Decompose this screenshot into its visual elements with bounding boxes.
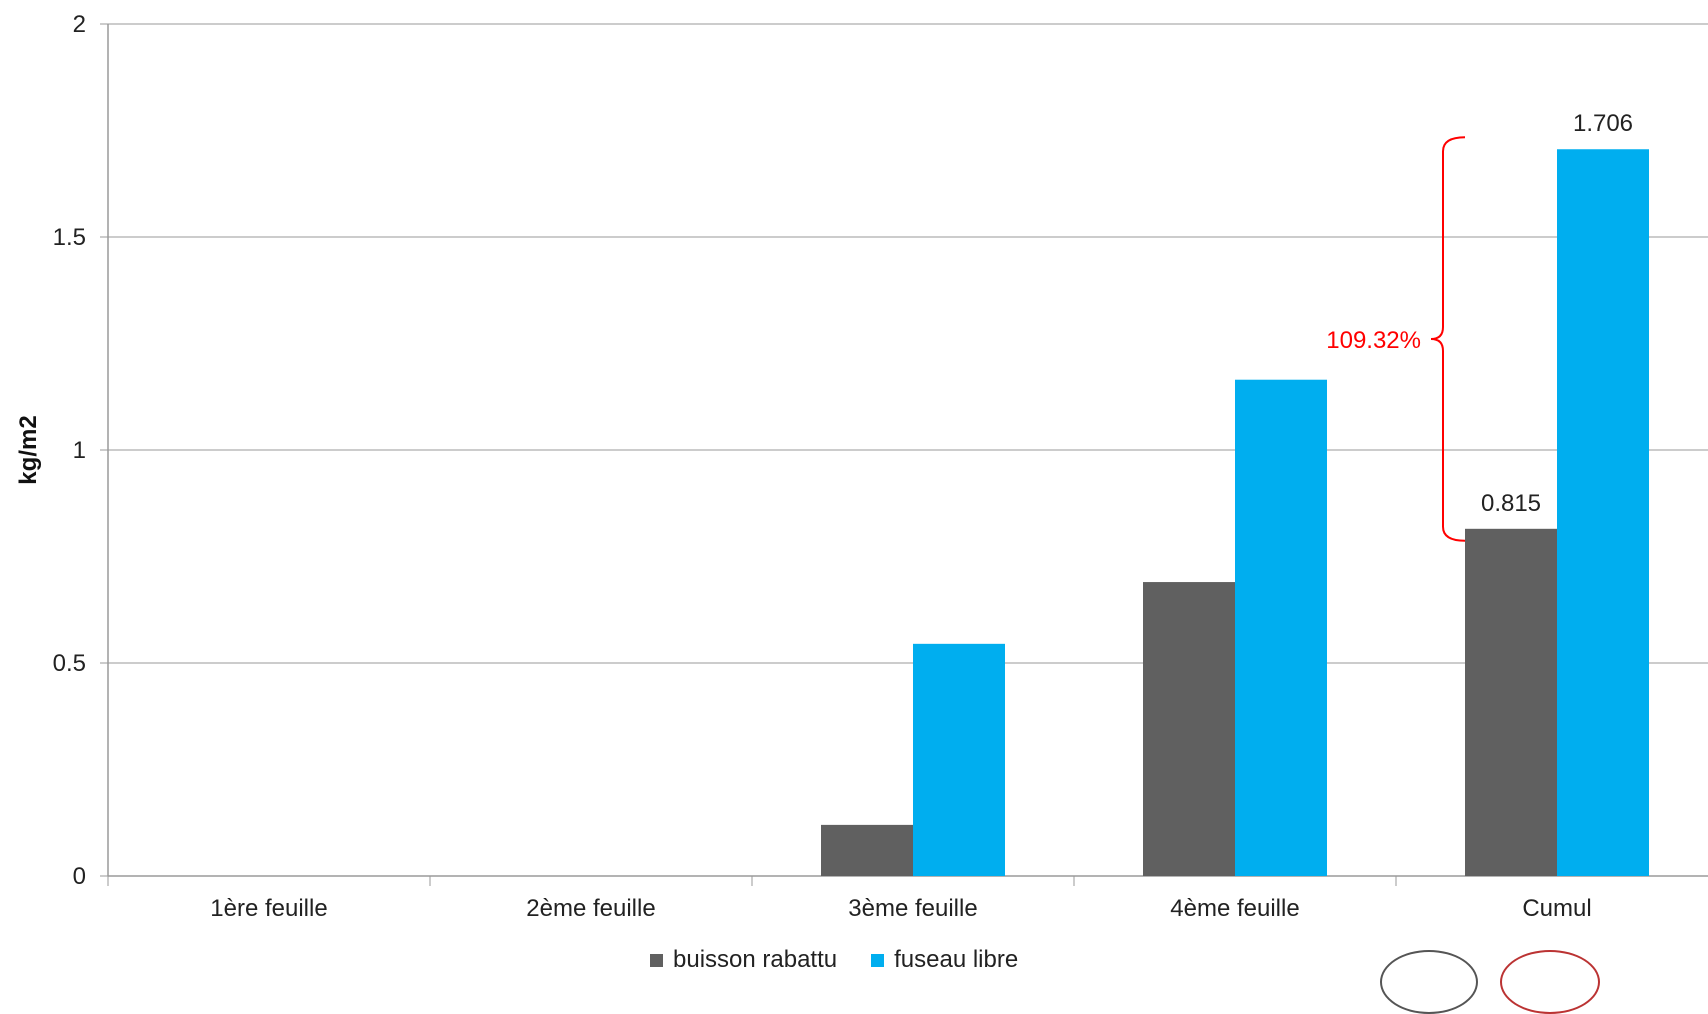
bar-fuseau <box>1557 149 1649 876</box>
legend-item-fuseau: fuseau libre <box>871 946 1018 974</box>
legend-label-buisson: buisson rabattu <box>673 946 838 973</box>
y-tick-label: 1.5 <box>53 224 86 251</box>
y-tick-label: 2 <box>73 11 86 38</box>
bar-fuseau <box>1235 379 1327 876</box>
bar-buisson <box>1143 582 1235 876</box>
data-label: 0.815 <box>1481 490 1541 517</box>
annotation-brace <box>1430 136 1466 542</box>
institution-logo-right <box>1500 950 1600 1014</box>
y-axis-label: kg/m2 <box>15 415 42 484</box>
x-tick-label: 1ère feuille <box>210 895 327 922</box>
legend-swatch-buisson <box>650 953 663 967</box>
y-tick-label: 1 <box>73 437 86 464</box>
legend-label-fuseau: fuseau libre <box>894 946 1019 973</box>
x-tick-label: Cumul <box>1522 895 1591 922</box>
y-tick-label: 0.5 <box>53 650 86 677</box>
x-tick-label: 3ème feuille <box>848 895 977 922</box>
annotation-label: 109.32% <box>1326 327 1421 354</box>
legend-swatch-fuseau <box>871 953 885 967</box>
y-tick-label: 0 <box>73 863 86 890</box>
x-tick-label: 2ème feuille <box>526 895 655 922</box>
bar-fuseau <box>913 643 1005 876</box>
data-label: 1.706 <box>1573 110 1633 137</box>
bar-buisson <box>1465 528 1557 876</box>
legend-item-buisson: buisson rabattu <box>650 946 837 974</box>
chart: 0 0.5 1 1.5 2 kg/m2 1ère feuille 2ème feuille 3è… <box>15 11 1708 922</box>
institution-logo-left <box>1380 950 1478 1014</box>
legend: buisson rabattu fuseau libre <box>650 946 1018 974</box>
bar-chart-svg: 0 0.5 1 1.5 2 kg/m2 1ère feuille 2ème feuille 3è… <box>15 11 1708 922</box>
bar-buisson <box>821 824 913 876</box>
x-tick-label: 4ème feuille <box>1170 895 1299 922</box>
